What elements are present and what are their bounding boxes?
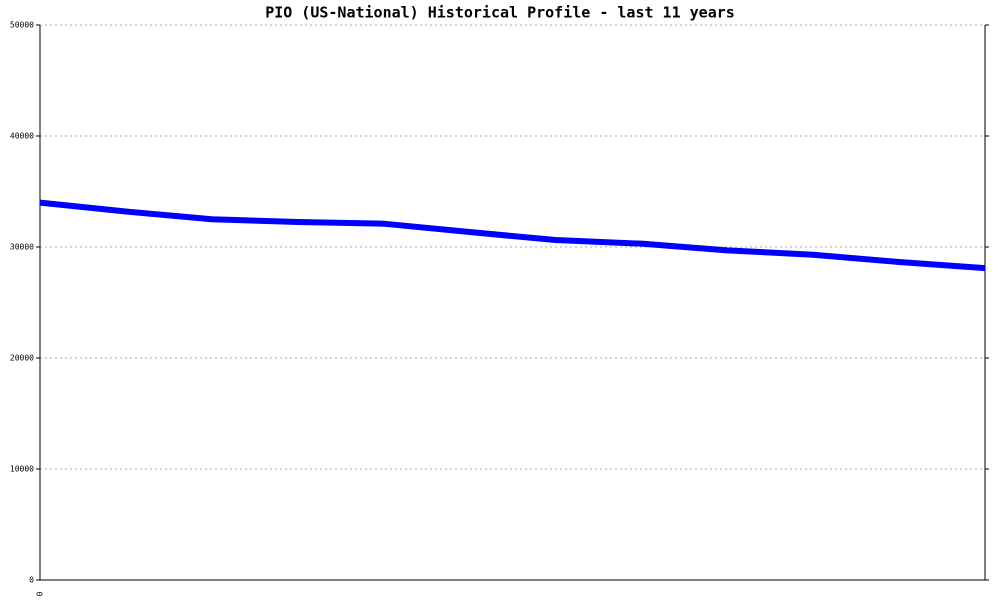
y-tick-label: 0: [29, 576, 34, 585]
y-tick-label: 20000: [10, 354, 34, 363]
chart-title: PIO (US-National) Historical Profile - l…: [265, 4, 735, 22]
y-tick-label: 30000: [10, 243, 34, 252]
line: [39, 199, 986, 272]
y-tick-label: 40000: [10, 132, 34, 141]
x-tick-label: 0: [36, 591, 45, 596]
y-tick-label: 50000: [10, 21, 34, 30]
y-tick-label: 10000: [10, 465, 34, 474]
